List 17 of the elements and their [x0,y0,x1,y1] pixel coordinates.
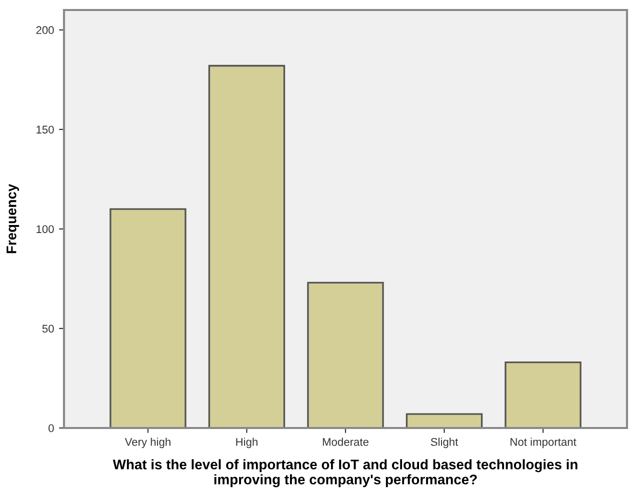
x-axis-title: What is the level of importance of IoT and cloud based technologies in improving the company's performance? [112,459,578,488]
bar [406,413,483,428]
y-tick-label: 100 [36,225,54,234]
x-tick-label: Slight [430,438,458,448]
x-tick-label: Moderate [322,438,368,446]
y-tick-label: 50 [42,324,54,333]
bar [208,64,286,428]
y-tick-label: 0 [48,424,54,432]
bar [504,361,582,428]
x-tick-label: Not important [510,438,576,448]
x-tick-label: High [236,438,258,448]
bar [110,208,186,428]
y-tick-label: 150 [36,126,54,134]
y-tick-label: 200 [36,26,54,34]
x-tick-label: Very high [124,438,170,448]
bar [307,282,384,428]
y-axis-title: Frequency [6,184,20,254]
